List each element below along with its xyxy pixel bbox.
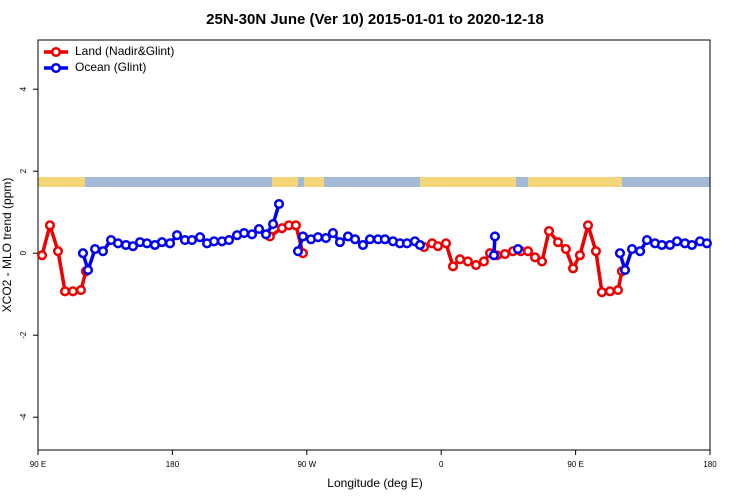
point — [635, 246, 646, 257]
land-band — [420, 177, 516, 187]
legend-label: Land (Nadir&Glint) — [75, 44, 174, 58]
point — [414, 239, 426, 251]
legend-marker — [50, 62, 62, 74]
point — [290, 220, 301, 231]
point — [127, 241, 139, 252]
point — [194, 232, 206, 243]
point — [223, 235, 235, 246]
point — [619, 264, 631, 276]
point — [379, 234, 390, 245]
point — [349, 234, 361, 245]
x-tick-label: 0 — [439, 460, 444, 469]
x-tick-label: 180 — [703, 460, 717, 469]
point — [626, 244, 638, 255]
y-tick-label: 2 — [19, 168, 28, 173]
point — [612, 285, 624, 296]
point — [364, 234, 376, 245]
y-tick-label: 0 — [19, 250, 28, 255]
point — [701, 238, 712, 249]
point — [488, 250, 499, 261]
point — [401, 238, 413, 249]
point — [164, 238, 176, 249]
y-tick-label: -4 — [19, 413, 28, 421]
point — [470, 260, 482, 271]
point — [334, 237, 346, 248]
point — [82, 264, 94, 276]
point — [260, 229, 272, 240]
point — [77, 248, 88, 259]
ocean-band — [38, 177, 710, 187]
land-band — [272, 177, 298, 187]
point — [239, 228, 250, 239]
x-tick-label: 90 W — [297, 460, 316, 469]
point — [440, 238, 452, 249]
point — [292, 246, 304, 257]
y-axis-label: XCO2 - MLO trend (ppm) — [0, 178, 14, 313]
point — [568, 263, 579, 274]
point — [44, 220, 55, 231]
point — [447, 261, 459, 272]
point — [614, 248, 626, 259]
point — [522, 246, 534, 257]
point — [590, 246, 601, 257]
point — [186, 235, 198, 246]
point — [268, 219, 279, 230]
point — [327, 228, 338, 239]
point — [59, 286, 71, 297]
point — [641, 235, 653, 246]
point — [36, 250, 48, 261]
point — [454, 254, 466, 265]
land-band — [304, 177, 324, 187]
point — [432, 241, 443, 252]
point — [671, 236, 683, 247]
y-tick-label: -2 — [19, 331, 28, 339]
point — [489, 231, 501, 242]
point — [596, 287, 607, 298]
point — [67, 286, 78, 297]
point — [478, 256, 489, 267]
point — [246, 229, 258, 240]
point — [512, 244, 524, 255]
point — [112, 238, 124, 249]
point — [686, 239, 697, 251]
point — [209, 236, 220, 247]
point — [52, 246, 64, 257]
land-band — [528, 177, 622, 187]
point — [312, 232, 324, 243]
legend-marker — [50, 46, 62, 58]
point — [582, 220, 594, 231]
x-tick-label: 180 — [166, 460, 180, 469]
point — [357, 239, 368, 251]
point — [156, 237, 167, 248]
point — [552, 237, 564, 248]
legend-label: Ocean (Glint) — [75, 60, 146, 74]
land-ocean-strip — [38, 177, 710, 187]
point — [97, 246, 109, 257]
point — [297, 231, 308, 242]
point — [543, 226, 555, 237]
point — [462, 256, 473, 267]
point — [536, 256, 548, 267]
point — [141, 238, 153, 249]
land-band — [38, 177, 85, 187]
point — [253, 223, 265, 235]
point — [320, 232, 331, 244]
x-tick-label: 90 E — [30, 460, 46, 469]
point — [499, 248, 511, 260]
point — [171, 230, 183, 241]
point — [89, 244, 101, 255]
point — [273, 198, 285, 210]
chart-title: 25N-30N June (Ver 10) 2015-01-01 to 2020… — [206, 11, 544, 28]
x-axis-label: Longitude (deg E) — [327, 476, 422, 490]
point — [574, 250, 585, 261]
point — [604, 286, 615, 297]
point — [529, 252, 541, 263]
point — [656, 239, 667, 251]
x-tick-label: 90 E — [567, 460, 583, 469]
y-tick-label: 4 — [19, 86, 28, 91]
point — [560, 244, 571, 255]
point — [75, 285, 87, 296]
